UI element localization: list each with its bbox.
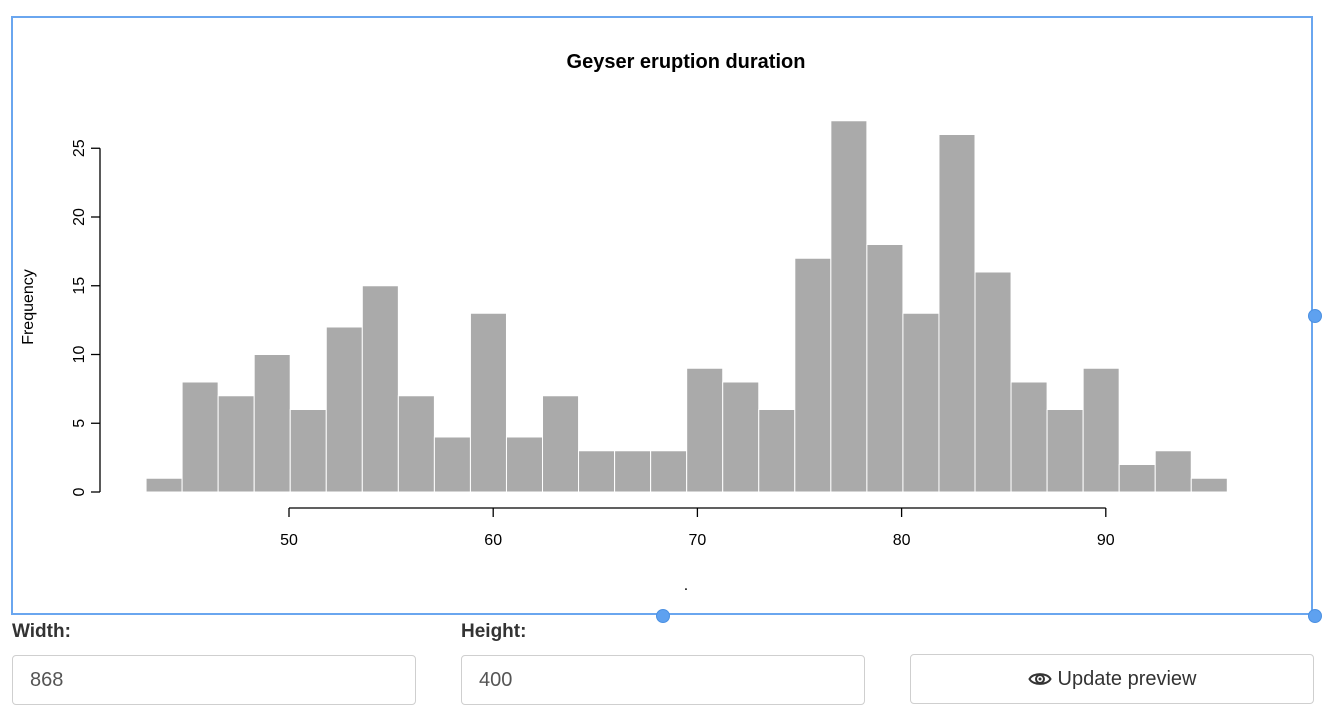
histogram-bar — [1190, 477, 1228, 493]
x-tick-label: 70 — [689, 532, 707, 549]
histogram-bar — [289, 409, 327, 493]
y-tick-label: 0 — [71, 487, 88, 496]
histogram-bar — [542, 395, 580, 493]
resize-handle-right[interactable] — [1308, 309, 1322, 323]
histogram-bar — [794, 257, 832, 493]
y-tick-label: 15 — [71, 277, 88, 295]
labels-group: 0 5 10 15 20 25 50 60 70 80 90 — [71, 139, 1115, 549]
histogram-bar — [181, 381, 219, 493]
width-label: Width: — [12, 621, 71, 642]
histogram-chart: 0 5 10 15 20 25 50 60 70 80 90 Geyser eruption dur… — [20, 51, 1228, 594]
height-label: Height: — [461, 621, 527, 642]
histogram-bar — [145, 477, 183, 493]
histogram-bar — [722, 381, 760, 493]
histogram-bar — [325, 326, 363, 493]
height-input[interactable] — [461, 655, 865, 705]
histogram-bar — [397, 395, 435, 493]
histogram-bar — [1046, 409, 1084, 493]
update-preview-label: Update preview — [1057, 667, 1197, 690]
y-tick-label: 20 — [71, 208, 88, 226]
eye-icon — [1027, 670, 1052, 688]
chart-title: Geyser eruption duration — [567, 51, 806, 73]
x-tick-label: 80 — [893, 532, 911, 549]
histogram-bar — [505, 436, 544, 493]
x-tick-label: 60 — [484, 532, 502, 549]
histogram-bar — [938, 134, 976, 493]
x-tick-label: 90 — [1097, 532, 1115, 549]
histogram-bar — [253, 354, 291, 493]
histogram-bar — [650, 450, 688, 493]
histogram-bar — [361, 285, 399, 493]
y-axis-label: Frequency — [20, 269, 37, 345]
histogram-bar — [974, 271, 1012, 493]
histogram-bar — [614, 450, 652, 493]
axes-group — [91, 147, 1107, 517]
histogram-bar — [758, 409, 796, 493]
histogram-bar — [433, 436, 471, 493]
histogram-bar — [578, 450, 616, 493]
plot-frame: 0 5 10 15 20 25 50 60 70 80 90 Geyser eruption dur… — [11, 16, 1313, 615]
width-input[interactable] — [12, 655, 416, 705]
x-axis-label: . — [684, 577, 688, 594]
histogram-bar — [830, 120, 868, 493]
x-tick-label: 50 — [280, 532, 298, 549]
histogram-bar — [217, 395, 255, 493]
resize-handle-bottom[interactable] — [656, 609, 670, 623]
histogram-bar — [1082, 367, 1120, 493]
histogram-bar — [469, 312, 507, 493]
y-tick-label: 5 — [71, 419, 88, 428]
histogram-bar — [902, 312, 940, 493]
histogram-bar — [866, 244, 904, 493]
histogram-bar — [686, 367, 724, 493]
histogram-bar — [1010, 381, 1048, 493]
bars-group — [145, 120, 1228, 493]
histogram-bar — [1154, 450, 1192, 493]
histogram-bar — [1118, 464, 1156, 493]
y-tick-label: 25 — [71, 139, 88, 157]
y-tick-label: 10 — [71, 346, 88, 364]
update-preview-button[interactable]: Update preview — [910, 654, 1314, 704]
resize-handle-corner[interactable] — [1308, 609, 1322, 623]
